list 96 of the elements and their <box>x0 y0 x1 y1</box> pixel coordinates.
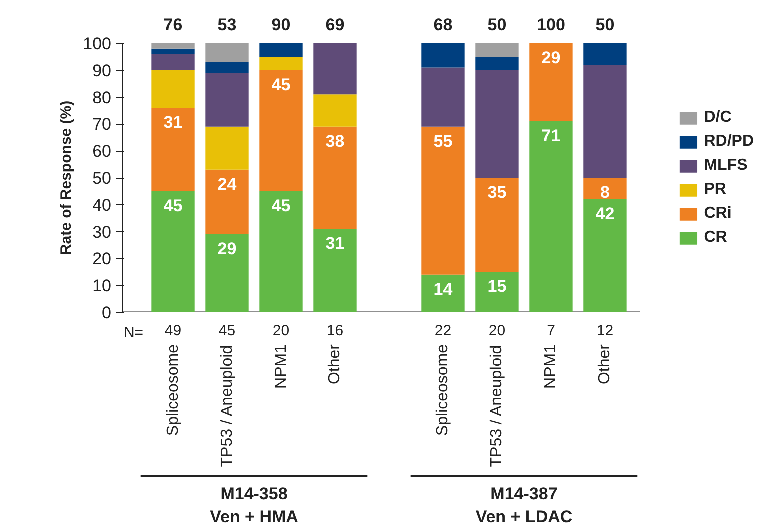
y-tick-label: 70 <box>92 115 112 134</box>
y-tick-label: 30 <box>92 222 112 242</box>
bar <box>152 44 195 49</box>
text: 100 <box>537 16 566 34</box>
y-tick-label: 80 <box>92 88 112 108</box>
x-tick-label: Other <box>596 344 614 385</box>
x-tick-label: TP53 / Aneuploid <box>218 345 236 468</box>
data-label: 29 <box>542 48 561 68</box>
x-tick-label: Spliceosome <box>164 344 182 436</box>
bar <box>314 94 357 127</box>
legend-label: CR <box>704 228 728 246</box>
bar <box>260 70 303 192</box>
bar <box>206 73 249 127</box>
y-tick-label: 50 <box>92 169 112 188</box>
bar <box>530 44 573 122</box>
data-label: 31 <box>164 113 183 132</box>
data-label: 14 <box>434 280 454 299</box>
bar <box>206 170 249 234</box>
text: 12 <box>596 322 614 340</box>
data-label: 29 <box>218 239 237 258</box>
bar <box>476 178 519 272</box>
y-tick-label: 40 <box>92 196 112 215</box>
text: 45 <box>218 322 236 340</box>
legend-label: MLFS <box>704 156 748 174</box>
bar <box>152 70 195 108</box>
text: 7 <box>547 322 556 340</box>
data-label: 15 <box>488 277 507 296</box>
text: 68 <box>434 16 453 34</box>
text: N= <box>124 324 144 342</box>
bar <box>206 126 249 170</box>
bar <box>314 229 357 312</box>
data-label: 45 <box>272 196 291 216</box>
bar <box>260 56 303 70</box>
bar <box>314 126 357 230</box>
text: 76 <box>164 16 183 34</box>
bar <box>206 62 249 74</box>
bar <box>584 65 627 178</box>
data-label: 45 <box>164 196 183 216</box>
bar <box>422 126 465 275</box>
text: 50 <box>488 16 507 34</box>
text: 69 <box>326 16 345 34</box>
data-label: 55 <box>434 132 453 151</box>
text: M14-358 Ven + HMA <box>210 484 298 526</box>
x-tick-label: NPM1 <box>542 344 560 389</box>
data-label: 45 <box>272 75 291 94</box>
bar <box>314 44 357 95</box>
text: 90 <box>272 16 291 34</box>
bar <box>584 200 627 312</box>
y-axis-title: Rate of Response (%) <box>58 100 76 256</box>
text: 22 <box>434 322 452 340</box>
x-tick-label: Spliceosome <box>434 344 452 436</box>
data-label: 8 <box>600 183 610 202</box>
text: 50 <box>596 16 615 34</box>
bar <box>422 68 465 127</box>
bar <box>476 44 519 57</box>
y-tick-label: 60 <box>92 142 112 162</box>
legend-label: RD/PD <box>704 132 754 150</box>
y-tick-label: 0 <box>102 304 112 322</box>
legend-label: CRi <box>704 204 732 222</box>
text: 20 <box>488 322 506 340</box>
x-tick-label: NPM1 <box>272 344 290 389</box>
text: 20 <box>272 322 290 340</box>
data-label: 71 <box>542 126 561 146</box>
bar <box>152 48 195 54</box>
y-tick-label: 90 <box>92 61 112 80</box>
text: 16 <box>326 322 344 340</box>
bar <box>422 274 465 312</box>
bar <box>152 108 195 192</box>
bar <box>530 122 573 312</box>
bar <box>476 70 519 178</box>
data-label: 31 <box>326 234 345 254</box>
data-label: 42 <box>596 204 615 224</box>
data-label: 35 <box>488 183 507 202</box>
text: M14-387 Ven + LDAC <box>476 484 573 526</box>
bar <box>260 191 303 312</box>
legend-label: D/C <box>704 108 732 126</box>
y-tick-label: 100 <box>83 34 112 54</box>
bar <box>152 54 195 70</box>
bar <box>584 178 627 200</box>
y-tick-label: 20 <box>92 250 112 269</box>
bar <box>422 44 465 68</box>
bar <box>476 56 519 70</box>
x-tick-label: Other <box>326 344 344 385</box>
bar <box>206 234 249 312</box>
bar <box>584 44 627 66</box>
bar <box>152 191 195 312</box>
bar <box>260 44 303 57</box>
text: 53 <box>218 16 237 34</box>
data-label: 38 <box>326 132 345 151</box>
y-tick-label: 10 <box>92 276 112 296</box>
bar <box>206 44 249 62</box>
x-tick-label: TP53 / Aneuploid <box>488 345 506 468</box>
bar <box>476 272 519 312</box>
text: 49 <box>164 322 182 340</box>
legend-label: PR <box>704 180 726 198</box>
data-label: 24 <box>218 174 238 194</box>
